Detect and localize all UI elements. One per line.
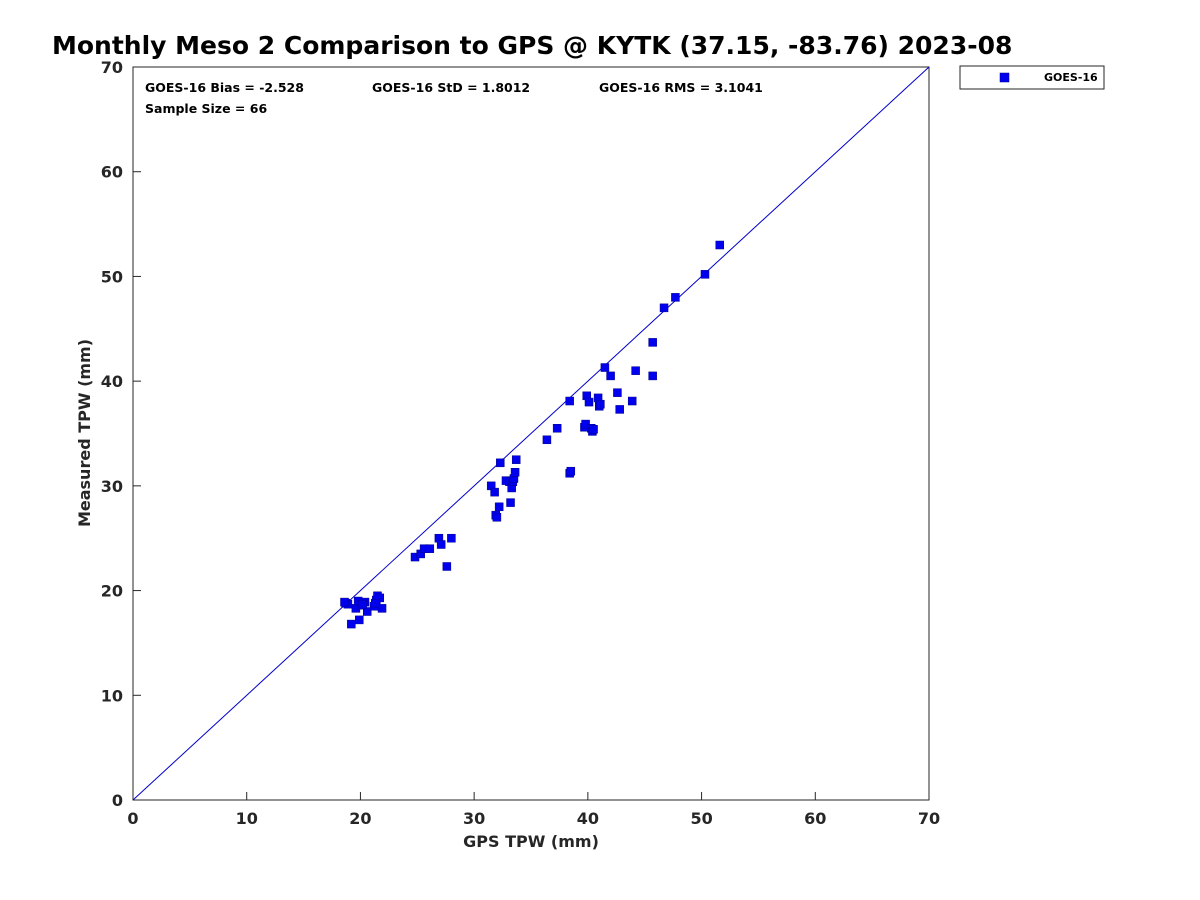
data-point [511,455,521,464]
y-tick-label: 40 [101,372,123,391]
plot-frame [132,66,930,801]
y-tick-label: 50 [101,267,123,286]
data-point [648,338,657,347]
data-point [375,593,385,603]
y-tick-label: 20 [101,582,123,601]
data-point [648,371,657,381]
data-point [552,424,562,433]
y-tick-label: 10 [101,686,123,705]
data-point [700,270,710,279]
std-stat: GOES-16 StD = 1.8012 [372,80,530,95]
data-point [436,540,446,549]
data-point [631,366,640,375]
data-point [490,487,499,497]
data-point [671,293,680,302]
chart-title: Monthly Meso 2 Comparison to GPS @ KYTK … [52,31,1012,60]
data-point [492,513,502,522]
legend-box [959,65,1105,90]
plot-area [132,66,930,801]
sample-size-stat: Sample Size = 66 [145,101,267,116]
x-tick-label: 50 [690,809,712,828]
y-tick-label: 30 [101,477,123,496]
data-point [659,303,669,313]
data-point [496,458,505,468]
x-axis-label: GPS TPW (mm) [463,832,599,851]
data-point [615,405,624,414]
data-point [596,399,605,409]
data-point [565,396,574,406]
data-point [370,598,380,608]
y-tick-label: 70 [101,58,123,77]
one-to-one-reference-line [132,66,930,801]
data-point [506,498,515,507]
data-point [355,615,364,625]
rms-stat: GOES-16 RMS = 3.1041 [599,80,763,95]
y-tick-label: 60 [101,163,123,182]
legend-entry-goes16: GOES-16 [1044,71,1098,84]
data-point [425,544,435,553]
y-axis-ticks: 0 10 20 30 40 50 60 70 [101,58,141,810]
data-point [358,599,367,609]
data-point [613,388,622,397]
data-point [627,396,637,406]
data-point [494,502,504,512]
x-tick-label: 30 [463,809,485,828]
data-point [510,467,520,477]
data-point [715,240,725,250]
y-axis-label: Measured TPW (mm) [75,339,94,527]
data-point [340,597,349,607]
y-tick-label: 0 [112,791,123,810]
data-point [347,619,356,629]
data-point [542,435,552,445]
data-point [363,607,372,616]
data-point [584,397,594,407]
data-point [589,425,598,434]
data-point [377,604,387,613]
data-points [340,240,725,629]
data-point [566,466,576,476]
x-tick-label: 70 [918,809,940,828]
data-point [442,562,452,571]
x-tick-label: 40 [577,809,599,828]
x-tick-label: 20 [349,809,371,828]
bias-stat: GOES-16 Bias = -2.528 [145,80,304,95]
data-point [606,371,615,381]
x-tick-label: 10 [236,809,258,828]
x-tick-label: 60 [804,809,826,828]
legend-marker-square [999,72,1010,83]
x-axis-ticks: 0 10 20 30 40 50 60 70 [127,792,940,828]
data-point [447,533,456,543]
data-point [600,363,610,372]
x-tick-label: 0 [127,809,138,828]
legend: GOES-16 [959,65,1105,90]
